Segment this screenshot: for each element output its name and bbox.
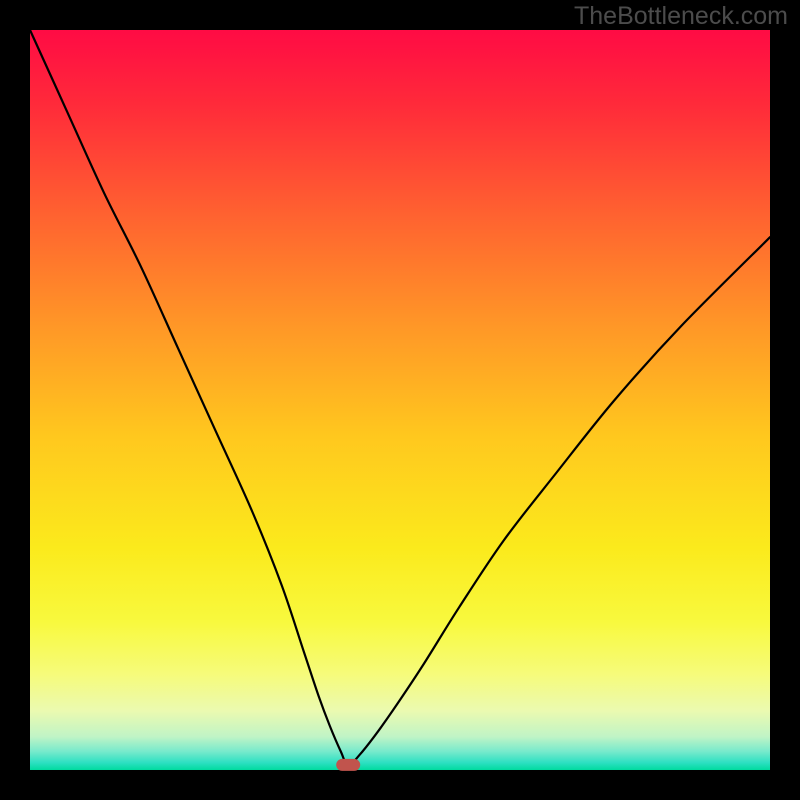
bottleneck-marker [336,759,360,771]
chart-stage: TheBottleneck.com [0,0,800,800]
watermark-text: TheBottleneck.com [574,2,788,31]
plot-area [30,30,770,770]
bottleneck-chart [0,0,800,800]
